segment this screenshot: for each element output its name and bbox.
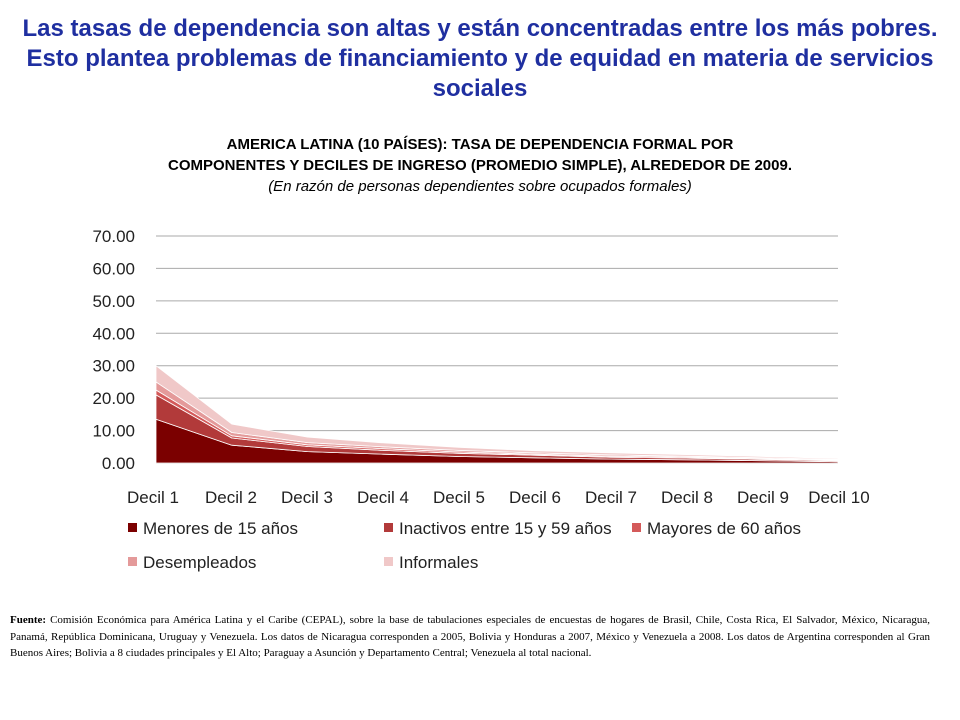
legend-label: Inactivos entre 15 y 59 años: [399, 519, 612, 538]
area-series-5: [155, 365, 839, 460]
legend-item: Desempleados: [128, 553, 256, 572]
source-note: Fuente: Comisión Económica para América …: [10, 612, 930, 662]
legend-item: Mayores de 60 años: [632, 519, 801, 538]
legend-swatch: [128, 557, 137, 566]
y-tick-label: 50.00: [92, 292, 135, 311]
x-tick-label: Decil 1: [127, 488, 179, 507]
slide-headline: Las tasas de dependencia son altas y est…: [22, 15, 938, 102]
y-tick-label: 70.00: [92, 227, 135, 246]
x-tick-label: Decil 8: [661, 488, 713, 507]
y-tick-label: 30.00: [92, 357, 135, 376]
legend-item: Menores de 15 años: [128, 519, 298, 538]
legend-swatch: [128, 523, 137, 532]
source-text: Comisión Económica para América Latina y…: [10, 614, 931, 659]
legend-swatch: [384, 523, 393, 532]
x-tick-label: Decil 7: [585, 488, 637, 507]
legend-item: Informales: [384, 553, 478, 572]
legend-label: Informales: [399, 553, 478, 572]
legend-label: Menores de 15 años: [143, 519, 298, 538]
x-tick-label: Decil 3: [281, 488, 333, 507]
source-label: Fuente:: [10, 614, 47, 626]
chart-subtitle: (En razón de personas dependientes sobre…: [268, 178, 692, 195]
legend-item: Inactivos entre 15 y 59 años: [384, 519, 612, 538]
chart: 70.0060.0050.0040.0030.0020.0010.000.00 …: [92, 227, 870, 572]
x-tick-label: Decil 4: [357, 488, 409, 507]
chart-title: AMERICA LATINA (10 PAÍSES): TASA DE DEPE…: [60, 134, 900, 197]
x-tick-label: Decil 5: [433, 488, 485, 507]
chart-title-line-2: COMPONENTES Y DECILES DE INGRESO (PROMED…: [168, 157, 792, 174]
y-tick-label: 0.00: [102, 454, 135, 473]
x-tick-label: Decil 10: [808, 488, 869, 507]
legend: Menores de 15 años Inactivos entre 15 y 5…: [128, 519, 801, 572]
x-tick-label: Decil 9: [737, 488, 789, 507]
y-tick-label: 20.00: [92, 389, 135, 408]
legend-label: Desempleados: [143, 553, 256, 572]
y-axis-ticks: 70.00 60.00 50.00 40.00 30.00 20.00 10.00 0.00: [92, 227, 135, 473]
x-tick-label: Decil 2: [205, 488, 257, 507]
chart-title-line-1: AMERICA LATINA (10 PAÍSES): TASA DE DEPE…: [226, 136, 734, 153]
y-tick-label: 40.00: [92, 324, 135, 343]
x-axis-ticks: Decil 1 Decil 2 Decil 3 Decil 4 Decil 5 Decil…: [127, 488, 870, 507]
legend-swatch: [384, 557, 393, 566]
legend-label: Mayores de 60 años: [647, 519, 801, 538]
stacked-areas: [155, 365, 839, 464]
x-tick-label: Decil 6: [509, 488, 561, 507]
legend-swatch: [632, 523, 641, 532]
y-tick-label: 10.00: [92, 422, 135, 441]
y-tick-label: 60.00: [92, 259, 135, 278]
